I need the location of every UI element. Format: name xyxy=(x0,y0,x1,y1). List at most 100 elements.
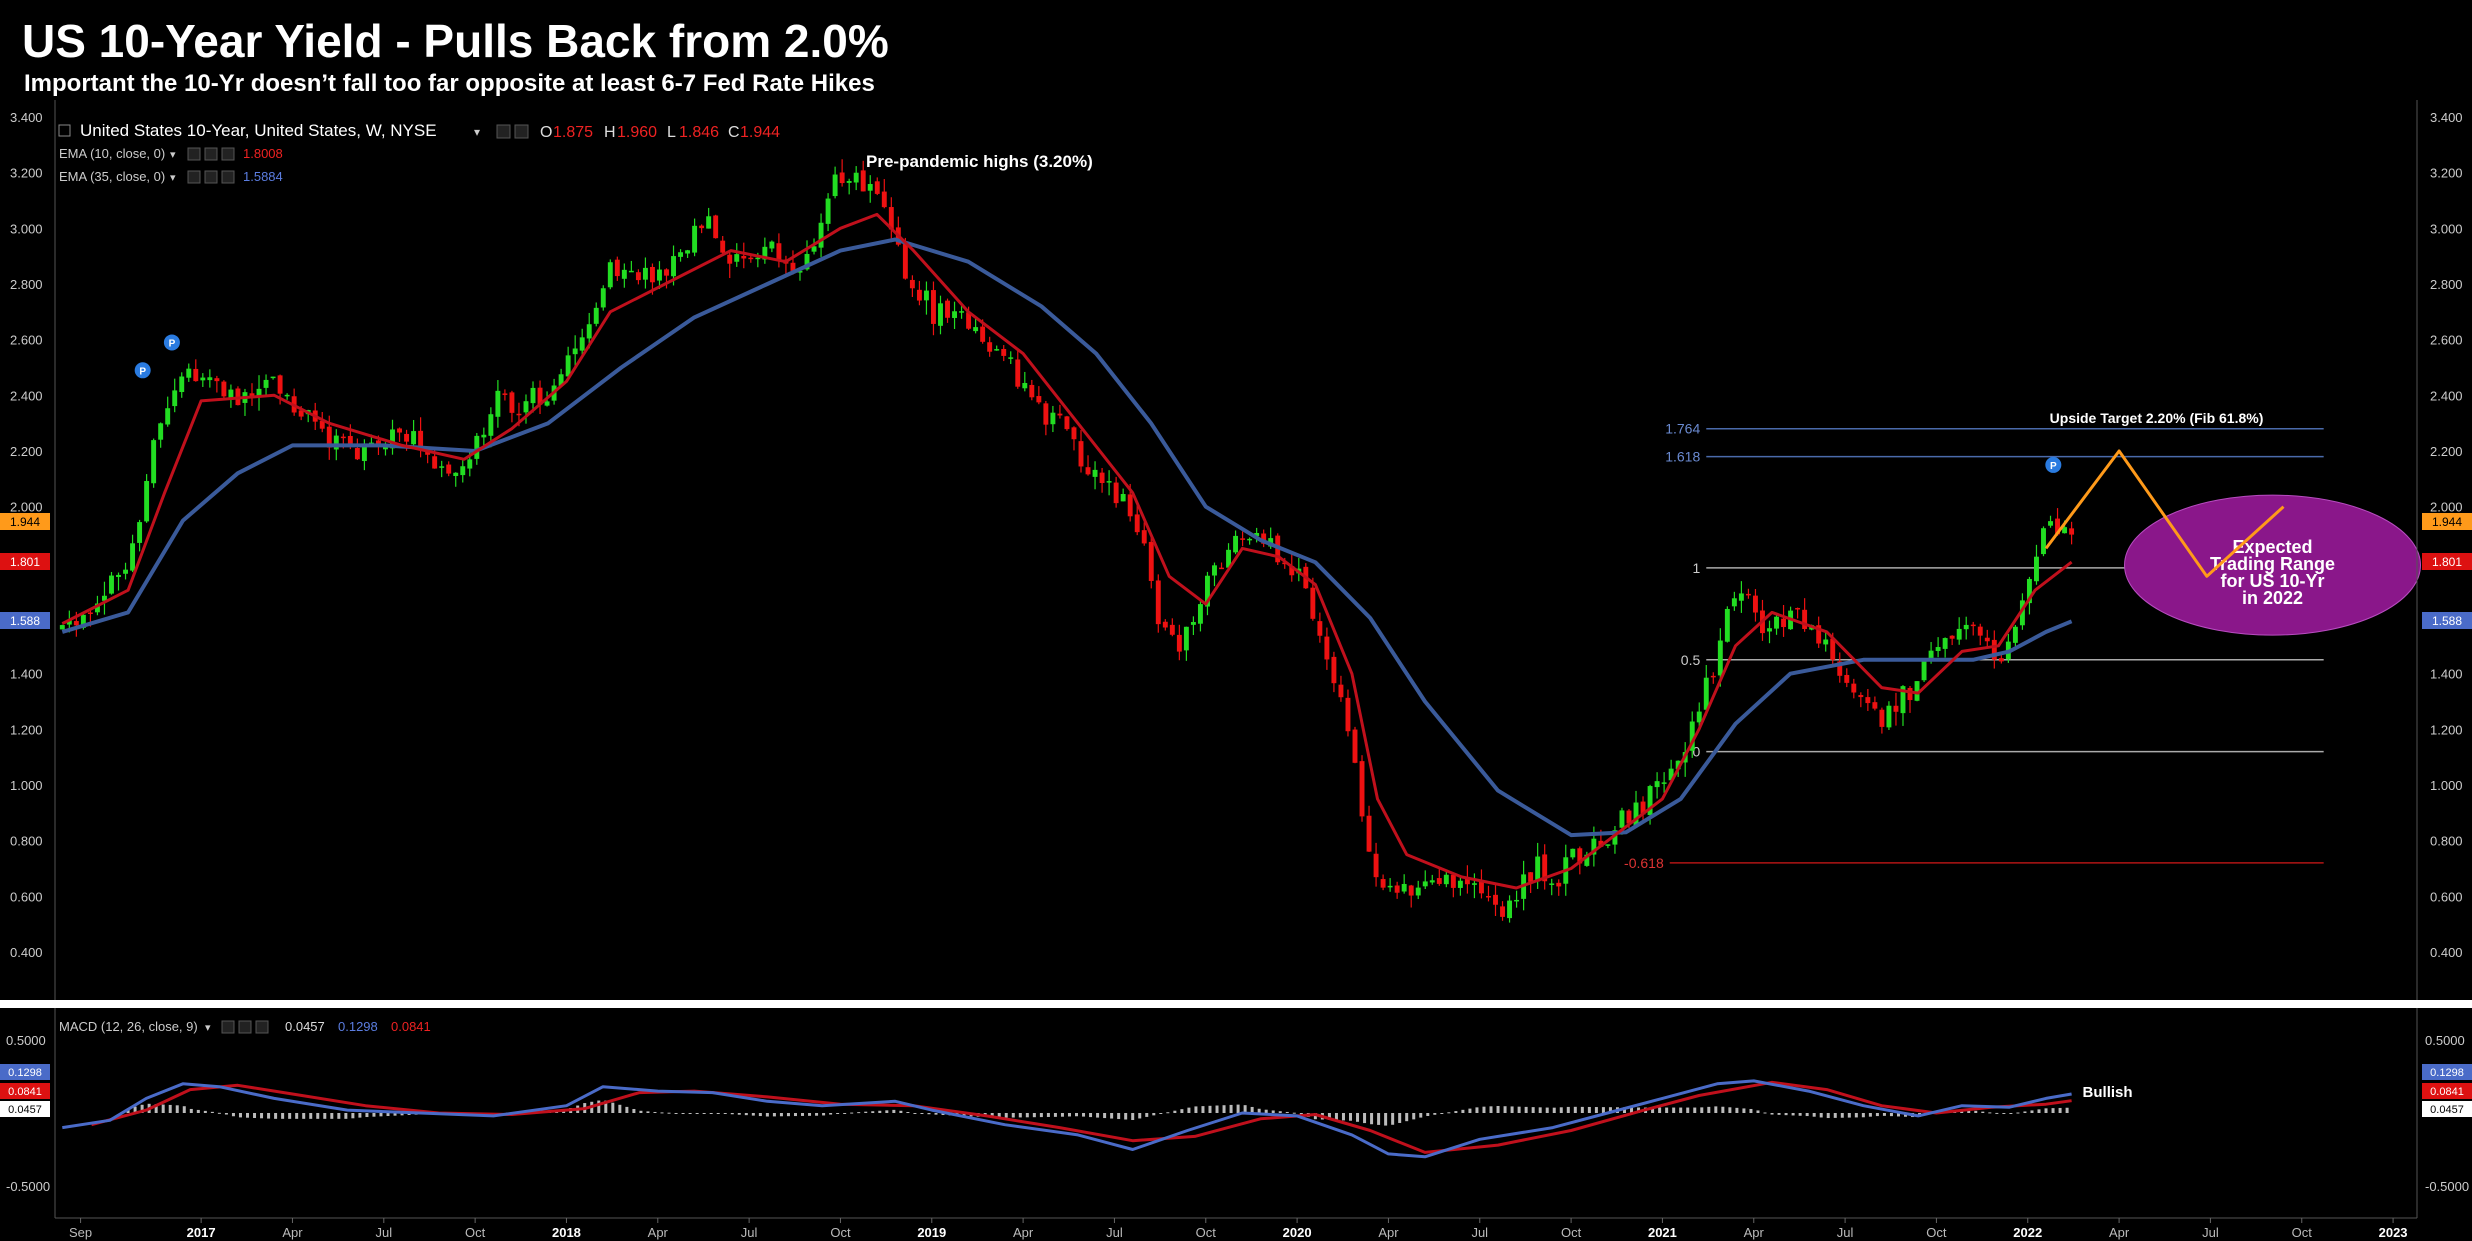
x-tick-label: Apr xyxy=(1013,1225,1034,1240)
low-label: L xyxy=(667,124,676,141)
macd-histogram-bar xyxy=(1018,1113,1022,1118)
chevron-down-icon[interactable]: ▾ xyxy=(170,172,176,184)
macd-line-tag-right-text: 0.1298 xyxy=(2430,1067,2464,1079)
macd-histogram-bar xyxy=(1243,1105,1247,1113)
macd-histogram-bar xyxy=(1882,1113,1886,1116)
ema35-label[interactable]: EMA (35, close, 0) xyxy=(59,169,165,184)
settings-icon[interactable] xyxy=(187,170,201,184)
candle-body xyxy=(931,290,936,324)
macd-histogram-bar xyxy=(829,1113,833,1115)
candle-body xyxy=(1781,618,1787,628)
macd-histogram-bar xyxy=(2058,1107,2062,1113)
candle-body xyxy=(1057,413,1063,416)
candle-body xyxy=(1703,677,1709,710)
ellipse-text: for US 10-Yr xyxy=(2221,571,2325,591)
candle-body xyxy=(1956,628,1962,640)
candle-body xyxy=(1373,853,1379,878)
chevron-down-icon[interactable]: ▾ xyxy=(170,149,176,161)
macd-histogram-bar xyxy=(1875,1113,1879,1117)
macd-histogram-bar xyxy=(758,1113,762,1117)
candle-body xyxy=(1134,514,1140,533)
candle-body xyxy=(354,448,360,460)
x-tick-label: Jul xyxy=(1837,1225,1854,1240)
collapse-icon[interactable] xyxy=(58,124,71,137)
ellipse-text: in 2022 xyxy=(2242,588,2303,608)
eye-icon[interactable] xyxy=(204,170,218,184)
candle-body xyxy=(439,466,445,468)
x-tick-label: Oct xyxy=(1926,1225,1947,1240)
candle-body xyxy=(2062,527,2068,534)
close-icon[interactable] xyxy=(221,147,235,161)
macd-histogram-bar xyxy=(1735,1107,1739,1113)
candle-body xyxy=(1865,697,1871,704)
candle-body xyxy=(1050,412,1056,425)
close-icon[interactable] xyxy=(255,1020,269,1034)
settings-icon[interactable] xyxy=(221,1020,235,1034)
eye-icon[interactable] xyxy=(514,124,529,139)
macd-histogram-bar xyxy=(1805,1113,1809,1117)
macd-line-tag xyxy=(0,1064,50,1080)
macd-histogram-bar xyxy=(1693,1107,1697,1113)
expected-range-ellipse xyxy=(2124,494,2422,636)
macd-histogram-bar xyxy=(618,1104,622,1113)
candle-body xyxy=(1183,626,1189,651)
macd-histogram-bar xyxy=(765,1113,769,1117)
annotations: Pre-pandemic highs (3.20%) Upside Target … xyxy=(134,152,2422,636)
macd-histogram-bar xyxy=(351,1113,355,1119)
candle-body xyxy=(706,216,712,229)
macd-y-tick-label: 0.5000 xyxy=(2425,1033,2465,1048)
x-tick-label: 2017 xyxy=(187,1225,216,1240)
candle-body xyxy=(1963,624,1969,630)
candle-body xyxy=(994,349,1000,351)
candle-body xyxy=(1092,469,1098,477)
candle-body xyxy=(432,456,438,469)
candle-body xyxy=(1415,887,1421,896)
eye-icon[interactable] xyxy=(204,147,218,161)
x-tick-label: Oct xyxy=(465,1225,486,1240)
candle-body xyxy=(727,254,733,264)
macd-histogram-bar xyxy=(899,1110,903,1113)
ema10-label[interactable]: EMA (10, close, 0) xyxy=(59,146,165,161)
macd-histogram-bar xyxy=(217,1112,221,1114)
candle-body xyxy=(1457,880,1463,888)
candle-body xyxy=(1577,848,1583,864)
candle-body xyxy=(270,376,276,379)
chevron-down-icon[interactable]: ▾ xyxy=(474,125,480,139)
macd-histogram-bar xyxy=(1440,1113,1444,1114)
x-tick-label: Oct xyxy=(2292,1225,2313,1240)
candle-body xyxy=(762,246,768,260)
p-marker-label: P xyxy=(139,366,146,377)
settings-icon[interactable] xyxy=(187,147,201,161)
macd-histogram-bar xyxy=(1173,1110,1177,1113)
settings-icon[interactable] xyxy=(496,124,511,139)
close-icon[interactable] xyxy=(221,170,235,184)
legend-symbol[interactable]: United States 10-Year, United States, W,… xyxy=(80,121,437,140)
chart-annotation: Pre-pandemic highs (3.20%) xyxy=(866,152,1093,171)
candle-body xyxy=(1921,660,1927,681)
candle-body xyxy=(909,279,915,289)
macd-histogram-bar xyxy=(316,1113,320,1119)
candle-body xyxy=(137,522,143,543)
eye-icon[interactable] xyxy=(238,1020,252,1034)
candle-body xyxy=(326,426,332,448)
candle-body xyxy=(1605,844,1611,846)
macd-histogram-bar xyxy=(302,1113,306,1119)
candle-body xyxy=(1226,549,1231,568)
candle-body xyxy=(1647,786,1653,816)
candle-body xyxy=(1436,878,1442,884)
candle-body xyxy=(1654,781,1660,788)
candle-body xyxy=(600,288,606,308)
chevron-down-icon[interactable]: ▾ xyxy=(205,1022,211,1034)
macd-histogram-bar xyxy=(1377,1113,1381,1125)
macd-histogram-bar xyxy=(1833,1113,1837,1118)
macd-histogram-bar xyxy=(1594,1107,1598,1113)
macd-label[interactable]: MACD (12, 26, close, 9) xyxy=(59,1019,198,1034)
macd-histogram-bar xyxy=(393,1113,397,1116)
candle-body xyxy=(94,603,100,613)
macd-histogram-bar xyxy=(1538,1107,1542,1113)
x-tick-label: Apr xyxy=(648,1225,669,1240)
p-marker xyxy=(134,362,151,379)
candle-body xyxy=(572,348,578,355)
macd-histogram-bar xyxy=(2023,1111,2027,1113)
